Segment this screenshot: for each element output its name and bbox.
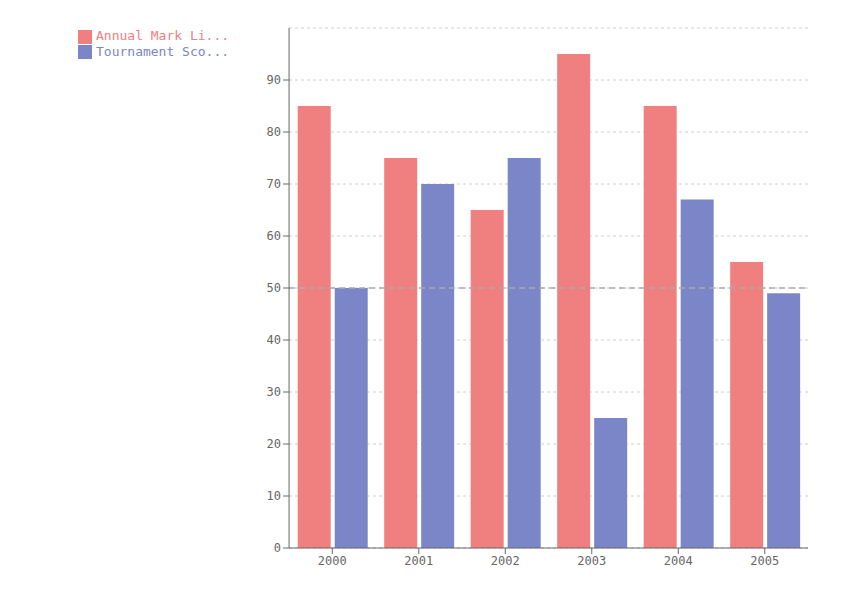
svg-text:50: 50 (267, 281, 281, 295)
svg-text:2003: 2003 (577, 554, 606, 568)
svg-text:80: 80 (267, 125, 281, 139)
svg-text:2005: 2005 (750, 554, 779, 568)
svg-text:10: 10 (267, 489, 281, 503)
svg-text:2002: 2002 (491, 554, 520, 568)
svg-text:20: 20 (267, 437, 281, 451)
svg-text:30: 30 (267, 385, 281, 399)
svg-text:2000: 2000 (318, 554, 347, 568)
svg-text:90: 90 (267, 73, 281, 87)
svg-text:0: 0 (274, 541, 281, 555)
html-text:Tournament Sco...: Tournament Sco... (96, 43, 230, 59)
html-text:Annual Mark Li...: Annual Mark Li... (96, 28, 230, 43)
svg-text:60: 60 (267, 229, 281, 243)
svg-text:2001: 2001 (404, 554, 433, 568)
svg-text:2004: 2004 (664, 554, 693, 568)
svg-text:40: 40 (267, 333, 281, 347)
svg-text:70: 70 (267, 177, 281, 191)
